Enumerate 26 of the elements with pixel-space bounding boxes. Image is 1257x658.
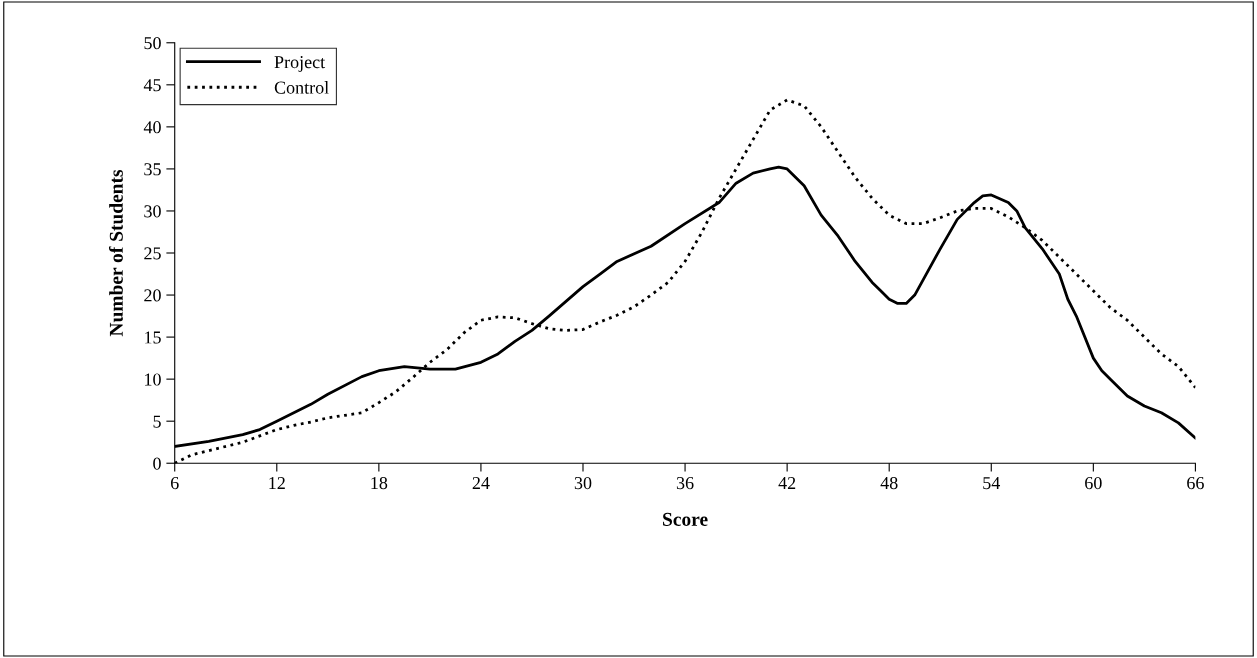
y-tick-label: 5 (153, 415, 161, 428)
y-tick-label: 25 (144, 247, 161, 260)
y-tick-label: 45 (143, 79, 161, 92)
y-tick-label: 10 (145, 373, 161, 386)
x-tick-label: 60 (1085, 476, 1102, 490)
x-tick-label: 36 (676, 477, 694, 490)
x-tick-label: 12 (269, 477, 285, 489)
y-tick-label: 0 (153, 457, 161, 470)
y-tick-label: 15 (145, 331, 161, 344)
x-tick-label: 18 (371, 476, 388, 490)
x-tick-label: 42 (778, 477, 796, 489)
x-tick-label: 24 (472, 477, 490, 489)
x-tick-label: 6 (170, 477, 179, 490)
x-tick-label: 54 (983, 477, 1001, 490)
y-tick-label: 35 (144, 163, 161, 176)
y-tick-label: 40 (143, 121, 161, 134)
y-axis-title: Number of Students (108, 169, 123, 337)
legend-label: Control (274, 81, 329, 94)
x-axis-title: Score (663, 512, 708, 526)
y-tick-label: 20 (144, 289, 161, 302)
x-tick-label: 66 (1187, 477, 1204, 490)
y-tick-label: 30 (144, 205, 161, 218)
legend-label: Project (274, 56, 326, 72)
y-tick-label: 50 (144, 37, 161, 50)
x-tick-label: 48 (880, 476, 898, 490)
x-tick-label: 30 (574, 476, 592, 490)
